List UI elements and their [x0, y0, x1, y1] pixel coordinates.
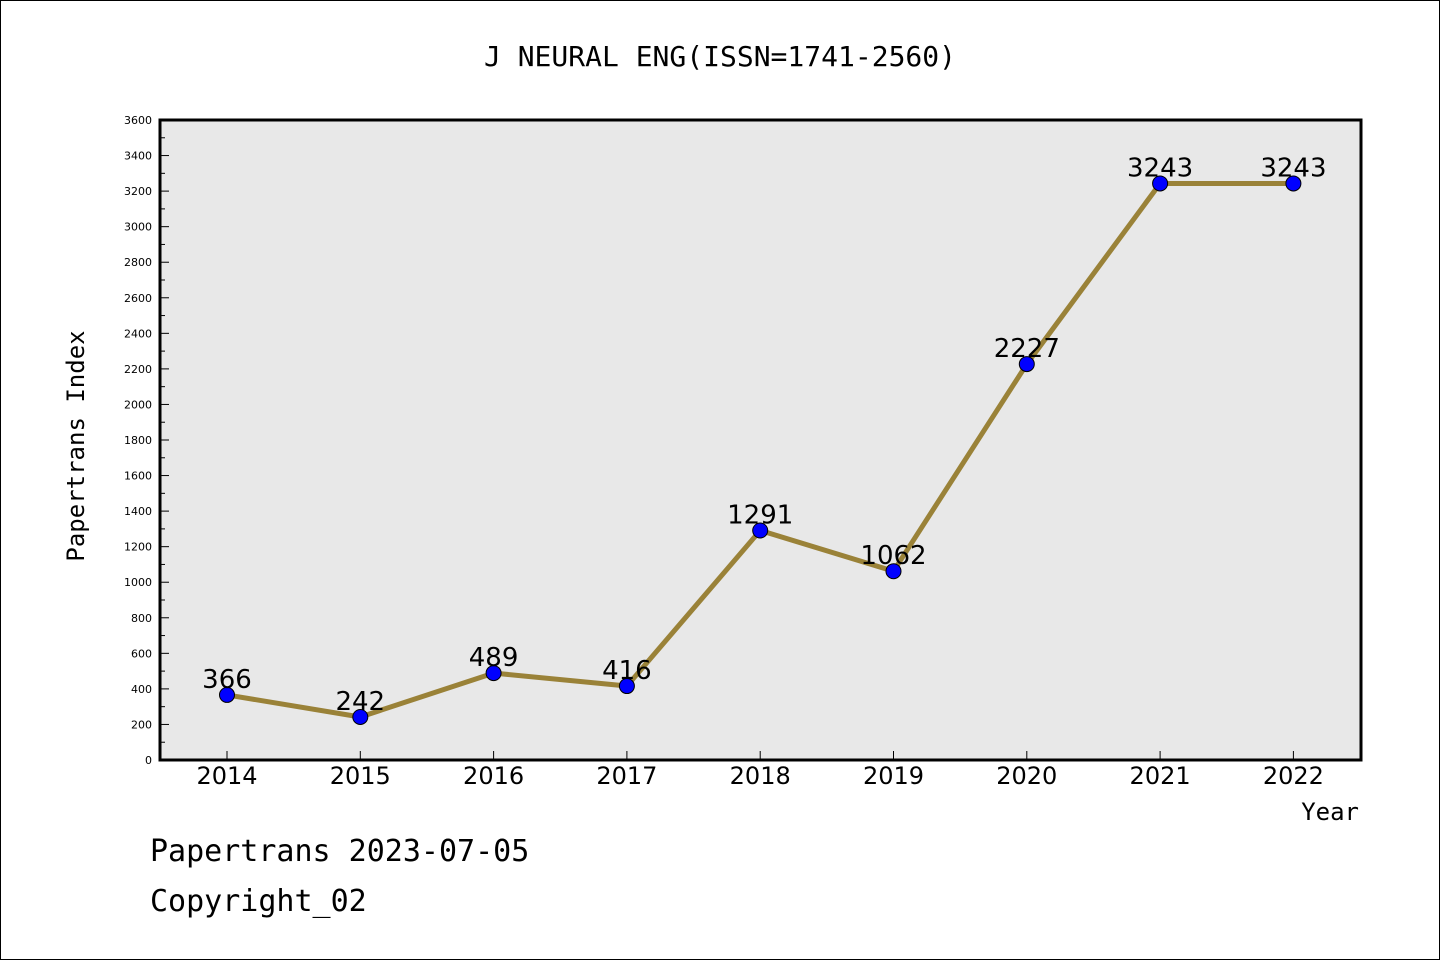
y-tick-label: 1400 [124, 505, 152, 518]
x-axis: 2014 2015 2016 2017 2018 2019 2020 2021 2022 [196, 751, 1324, 790]
data-label: 416 [602, 656, 652, 686]
x-tick-label: 2019 [863, 762, 924, 790]
data-points [219, 175, 1302, 725]
y-tick-label: 1200 [124, 541, 152, 554]
y-axis: 0 200 400 600 800 1000 1200 1400 1600 1800 2000 220… [124, 114, 169, 767]
y-tick-label: 2400 [124, 327, 152, 340]
data-point [1285, 175, 1302, 192]
y-tick-label: 400 [131, 683, 152, 696]
plot-area [158, 118, 1363, 762]
x-tick-label: 2017 [596, 762, 657, 790]
data-labels: 366 242 489 416 1291 1062 2227 3243 3243 [202, 153, 1326, 717]
footer-date: Papertrans 2023-07-05 [150, 834, 530, 869]
x-tick-label: 2014 [196, 762, 257, 790]
data-point [885, 563, 902, 580]
data-point [618, 678, 635, 695]
x-axis-label: Year [1301, 798, 1359, 826]
data-label: 3243 [1260, 153, 1326, 183]
data-label: 1062 [860, 541, 926, 571]
y-tick-label: 1000 [124, 576, 152, 589]
data-label: 3243 [1127, 153, 1193, 183]
y-tick-label: 2600 [124, 292, 152, 305]
y-tick-label: 3200 [124, 185, 152, 198]
y-tick-label: 3000 [124, 221, 152, 234]
y-tick-label: 200 [131, 718, 152, 731]
x-tick-label: 2021 [1130, 762, 1191, 790]
data-label: 1291 [727, 500, 793, 530]
data-point [352, 708, 369, 725]
data-point [219, 686, 235, 703]
x-tick-label: 2018 [730, 762, 791, 790]
x-tick-label: 2022 [1263, 762, 1324, 790]
x-tick-label: 2015 [330, 762, 391, 790]
y-tick-label: 2200 [124, 363, 152, 376]
data-label: 2227 [994, 334, 1060, 364]
y-tick-label: 1800 [124, 434, 152, 447]
data-label: 242 [335, 687, 385, 717]
data-label: 489 [469, 643, 519, 673]
y-tick-label: 2000 [124, 398, 152, 411]
footer-copyright: Copyright_02 [150, 884, 367, 919]
y-tick-label: 2800 [124, 256, 152, 269]
y-tick-label: 600 [131, 647, 152, 660]
y-tick-label: 800 [131, 612, 152, 625]
chart-title: J NEURAL ENG(ISSN=1741-2560) [484, 40, 956, 73]
y-tick-label: 3400 [124, 150, 152, 163]
x-tick-label: 2020 [996, 762, 1057, 790]
y-tick-label: 0 [145, 754, 152, 767]
x-tick-label: 2016 [463, 762, 524, 790]
y-axis-label: Papertrans Index [62, 330, 90, 561]
y-tick-label: 3600 [124, 114, 152, 127]
data-point [752, 522, 769, 539]
data-point [1018, 356, 1035, 373]
data-label: 366 [202, 665, 252, 695]
y-tick-label: 1600 [124, 470, 152, 483]
data-point [485, 665, 502, 682]
data-point [1152, 175, 1169, 192]
